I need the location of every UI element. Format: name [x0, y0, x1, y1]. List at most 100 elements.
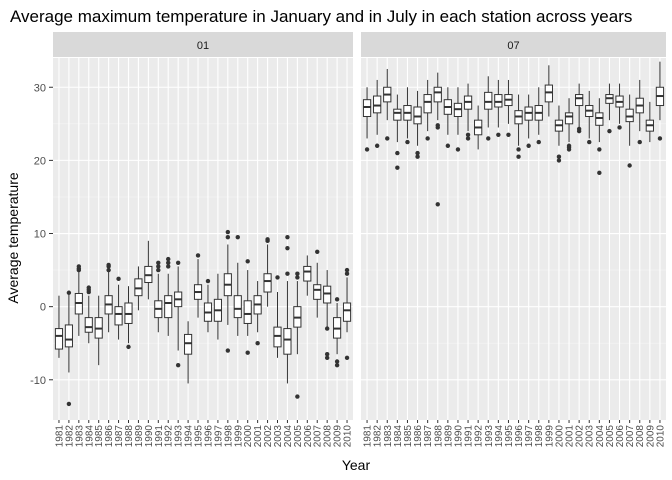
outlier-point — [435, 202, 440, 207]
box-01-2004 — [283, 234, 292, 384]
box-iqr — [625, 108, 634, 123]
outlier-point — [536, 139, 541, 145]
box-07-2004 — [595, 98, 604, 176]
box-07-1984 — [393, 94, 402, 170]
outlier-point — [556, 154, 562, 159]
box-01-1986 — [104, 262, 113, 333]
outlier-point — [66, 401, 72, 407]
x-tick-label: 1995 — [194, 425, 205, 448]
x-tick-label: 2005 — [605, 425, 616, 448]
y-axis-title: Average temperature — [5, 172, 21, 303]
x-axis-title: Year — [342, 457, 371, 473]
outlier-point — [324, 326, 330, 331]
box-iqr — [342, 302, 352, 322]
outlier-point — [245, 259, 250, 264]
panel-background — [53, 58, 353, 420]
x-tick-label: 1988 — [433, 425, 444, 448]
outlier-point — [455, 147, 461, 152]
x-tick-label: 2002 — [575, 425, 586, 448]
box-iqr — [362, 99, 372, 118]
box-iqr — [273, 326, 282, 348]
box-iqr — [393, 108, 402, 121]
outlier-point — [295, 275, 300, 280]
box-07-1985 — [403, 87, 412, 145]
box-01-2010 — [342, 267, 352, 361]
outlier-point — [374, 143, 380, 148]
outlier-point — [415, 154, 420, 159]
box-iqr — [313, 284, 322, 300]
x-tick-label: 2007 — [313, 425, 324, 448]
box-iqr — [84, 317, 93, 333]
box-iqr — [564, 112, 574, 125]
outlier-point — [425, 136, 430, 141]
x-tick-label: 1996 — [203, 425, 214, 448]
outlier-point — [285, 234, 290, 240]
x-tick-label: 1997 — [213, 425, 224, 448]
x-tick-label: 1997 — [524, 425, 535, 448]
x-tick-label: 1987 — [114, 425, 125, 448]
x-tick-label: 1989 — [443, 425, 454, 448]
outlier-point — [126, 344, 131, 350]
outlier-point — [445, 143, 451, 148]
box-01-2003 — [273, 275, 282, 358]
x-tick-label: 1995 — [504, 425, 515, 448]
x-tick-label: 2004 — [595, 425, 606, 448]
box-iqr — [494, 94, 503, 108]
outlier-point — [496, 132, 501, 137]
box-01-1988 — [124, 286, 133, 350]
outlier-point — [395, 150, 400, 156]
box-01-2007 — [313, 249, 322, 318]
outlier-point — [195, 253, 201, 258]
outlier-point — [245, 350, 250, 355]
box-07-1982 — [373, 79, 382, 148]
x-tick-label: 1989 — [134, 425, 145, 448]
x-tick-label: 1992 — [164, 425, 175, 448]
box-iqr — [544, 84, 553, 103]
box-01-1989 — [134, 266, 143, 311]
x-axis: 1981198219831984198519861987198819891990… — [54, 420, 666, 447]
outlier-point — [265, 237, 270, 242]
y-tick-label: 10 — [34, 229, 46, 241]
box-07-1991 — [463, 83, 473, 141]
outlier-point — [334, 362, 340, 368]
outlier-point — [295, 271, 300, 276]
box-01-2005 — [293, 271, 302, 399]
x-tick-label: 2006 — [615, 425, 626, 448]
x-tick-label: 1994 — [494, 425, 505, 448]
x-tick-label: 1983 — [74, 425, 85, 448]
outlier-point — [556, 158, 562, 163]
box-07-2008 — [635, 79, 644, 145]
facet-strip — [361, 32, 666, 57]
box-07-1998 — [534, 87, 543, 145]
box-iqr — [283, 328, 292, 355]
box-07-2010 — [655, 61, 665, 141]
box-iqr — [54, 328, 64, 350]
x-tick-label: 2002 — [263, 425, 274, 448]
x-tick-label: 2009 — [333, 425, 344, 448]
box-01-1982 — [64, 290, 73, 407]
x-tick-label: 1986 — [413, 425, 424, 448]
x-tick-label: 1988 — [124, 425, 135, 448]
outlier-point — [465, 136, 471, 141]
outlier-point — [175, 260, 181, 265]
box-01-1981 — [54, 295, 64, 358]
box-01-1991 — [154, 260, 163, 333]
outlier-point — [566, 143, 572, 148]
box-01-1995 — [193, 253, 203, 318]
box-iqr — [303, 265, 312, 282]
facet-strip-label: 07 — [507, 40, 519, 52]
x-tick-label: 2004 — [283, 425, 294, 448]
outlier-point — [106, 267, 111, 273]
outlier-point — [415, 150, 420, 156]
box-01-1992 — [164, 256, 173, 336]
box-iqr — [184, 333, 193, 355]
x-tick-label: 1991 — [154, 425, 165, 448]
outlier-point — [166, 264, 171, 269]
outlier-point — [334, 359, 340, 364]
outlier-point — [106, 262, 111, 268]
box-iqr — [433, 86, 442, 103]
outlier-point — [435, 123, 440, 128]
box-07-1987 — [423, 79, 432, 141]
outlier-point — [597, 170, 602, 176]
